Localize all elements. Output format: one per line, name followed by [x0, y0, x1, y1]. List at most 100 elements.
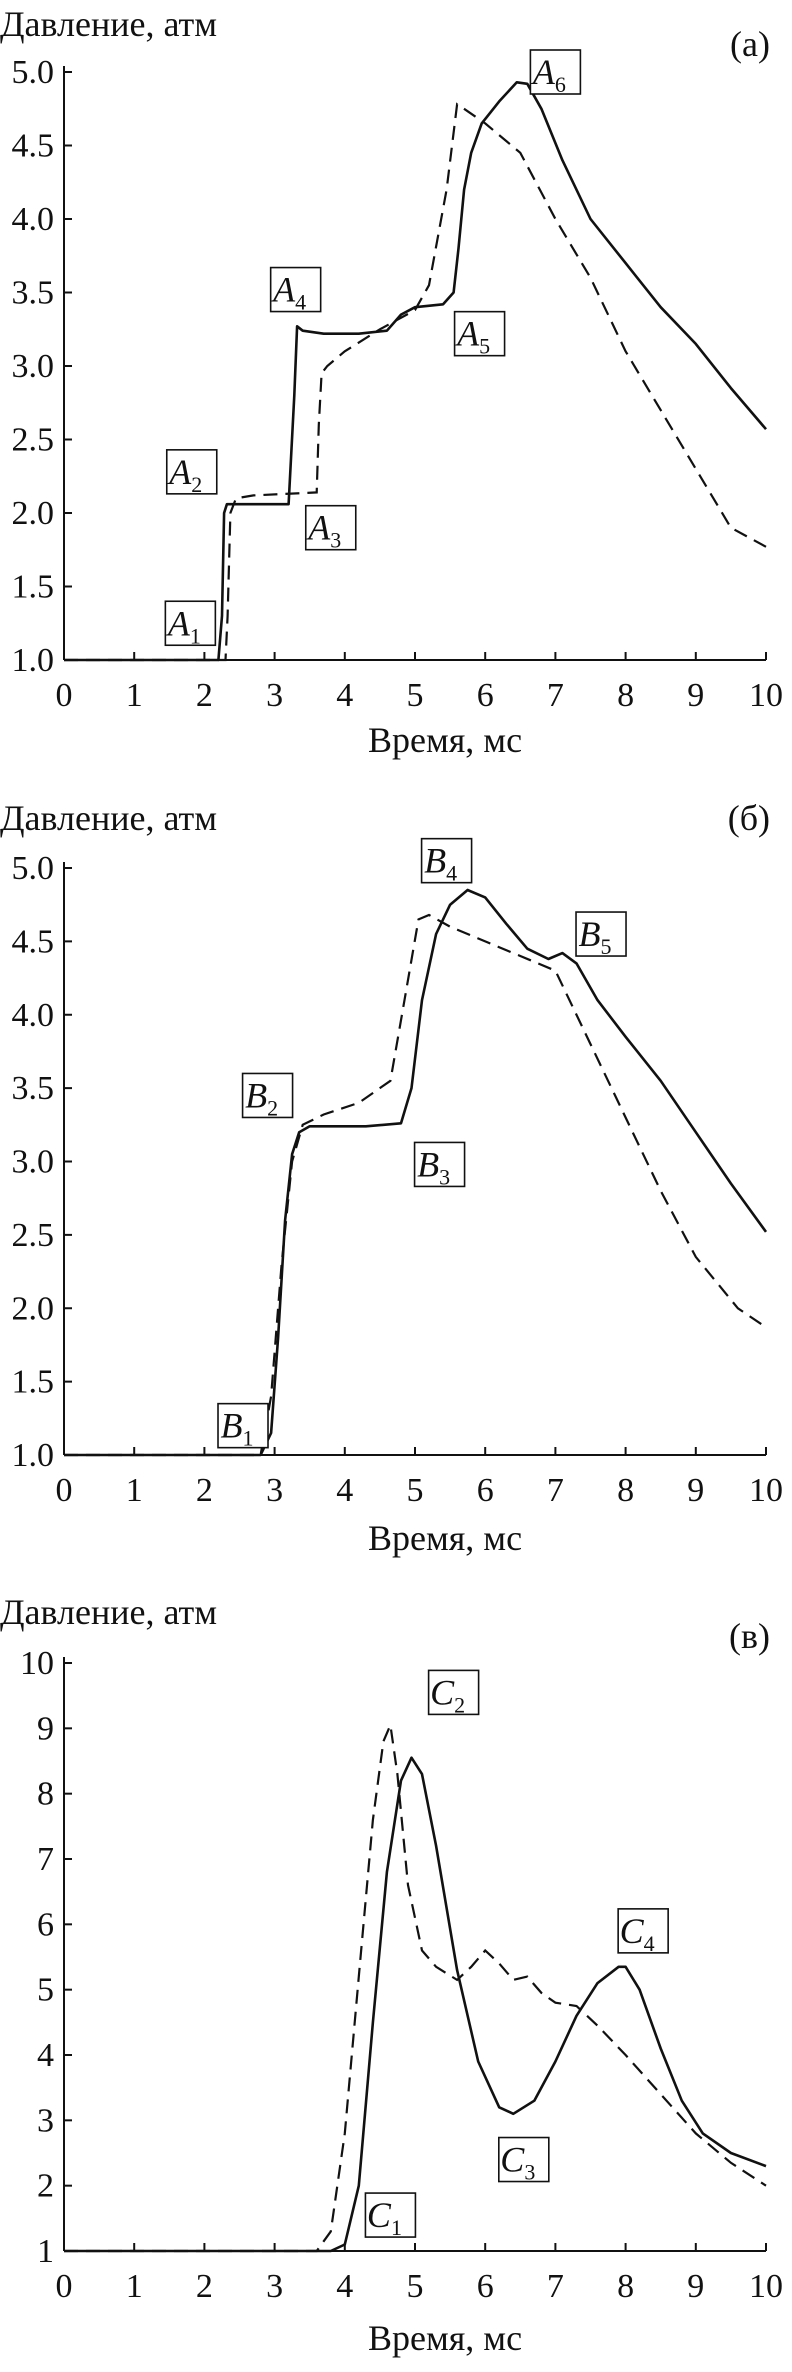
- point-label-box: [498, 2136, 550, 2183]
- point-label-box: [413, 1141, 466, 1188]
- x-tick-label: 8: [617, 1472, 634, 1509]
- chart-panel-2: 1.0 1.5 2.0 2.5 3.0 3.5 4.0 4.5 5.0 0 1 2 3 4 5 6 7 8 9 10 Д…: [0, 798, 783, 1558]
- x-tick-label: 5: [407, 2268, 424, 2305]
- y-tick-label: 7: [37, 1841, 54, 1878]
- point-label-subscript: 2: [191, 472, 202, 497]
- x-tick-label: 9: [687, 2268, 704, 2305]
- y-tick-label: 2: [37, 2168, 54, 2205]
- y-tick-label: 1.5: [12, 569, 55, 606]
- series-line-solid: [64, 1756, 767, 2253]
- point-label-subscript: 2: [454, 1692, 465, 1717]
- x-tick-label: 8: [617, 2268, 634, 2305]
- y-tick-label: 3.5: [12, 275, 55, 312]
- x-tick-label: 3: [266, 2268, 283, 2305]
- point-label-subscript: 4: [644, 1931, 655, 1956]
- x-tick-label: 1: [126, 2268, 143, 2305]
- point-label-C3: C3: [498, 2136, 550, 2185]
- y-tick-label: 8: [37, 1776, 54, 1813]
- y-tick-label: 2.0: [12, 495, 55, 532]
- point-label-box: [304, 504, 357, 551]
- point-label-box: [453, 310, 506, 357]
- point-label-box: [241, 1072, 294, 1119]
- x-tick-label: 0: [56, 2268, 73, 2305]
- point-label-box: [529, 49, 582, 95]
- x-tick-label: 6: [477, 2268, 494, 2305]
- point-label-A4: A4: [269, 266, 322, 315]
- series-line-dashed: [64, 102, 767, 662]
- x-tick-label: 4: [336, 1472, 353, 1509]
- series-line-solid: [64, 81, 767, 662]
- point-label-subscript: 1: [190, 623, 201, 648]
- panel-tag: (а): [730, 24, 770, 64]
- x-tick-label: 0: [56, 677, 73, 714]
- x-tick-label: 10: [749, 677, 783, 714]
- x-tick-label: 6: [477, 677, 494, 714]
- x-tick-label: 5: [407, 1472, 424, 1509]
- x-tick-label: 1: [126, 1472, 143, 1509]
- y-tick-label: 4.5: [12, 923, 55, 960]
- point-label-A6: A6: [529, 49, 582, 97]
- point-label-B5: B5: [575, 911, 627, 959]
- point-label-subscript: 1: [391, 2215, 402, 2240]
- point-label-B4: B4: [420, 837, 473, 886]
- x-axis-title: Время, мс: [368, 2318, 522, 2358]
- y-tick-label: 4: [37, 2037, 54, 2074]
- x-tick-label: 9: [687, 677, 704, 714]
- panel-tag: (в): [729, 1616, 770, 1656]
- point-label-text: C4: [620, 1911, 655, 1956]
- x-tick-label: 4: [336, 2268, 353, 2305]
- x-tick-label: 0: [56, 1472, 73, 1509]
- x-tick-label: 10: [749, 2268, 783, 2305]
- point-label-subscript: 1: [243, 1426, 254, 1451]
- x-tick-label: 1: [126, 677, 143, 714]
- x-tick-label: 7: [547, 1472, 564, 1509]
- y-tick-label: 3.0: [12, 1144, 55, 1181]
- y-tick-label: 2.0: [12, 1290, 55, 1327]
- point-label-box: [364, 2192, 417, 2238]
- y-tick-label: 5: [37, 1972, 54, 2009]
- x-tick-label: 7: [547, 2268, 564, 2305]
- y-axis-title: Давление, атм: [0, 1592, 217, 1632]
- x-tick-label: 2: [196, 2268, 213, 2305]
- x-tick-label: 8: [617, 677, 634, 714]
- x-tick-label: 3: [266, 677, 283, 714]
- point-label-A5: A5: [453, 310, 506, 359]
- y-tick-label: 6: [37, 1906, 54, 1943]
- y-tick-label: 3: [37, 2102, 54, 2139]
- point-label-B2: B2: [241, 1072, 294, 1120]
- y-tick-label: 4.0: [12, 201, 55, 238]
- point-label-C1: C1: [364, 2192, 417, 2240]
- point-label-subscript: 2: [267, 1095, 278, 1120]
- y-tick-label: 3.5: [12, 1070, 55, 1107]
- y-axis-title: Давление, атм: [0, 4, 217, 44]
- x-tick-label: 4: [336, 677, 353, 714]
- point-label-box: [427, 1669, 480, 1716]
- series-line-dashed: [64, 1721, 767, 2253]
- y-tick-label: 5.0: [12, 850, 55, 887]
- y-tick-label: 3.0: [12, 348, 55, 385]
- chart-panel-1: 1.0 1.5 2.0 2.5 3.0 3.5 4.0 4.5 5.0 0 1 2 3 4 5 6 7 8 9 10 Д…: [0, 4, 783, 760]
- y-tick-label: 4.5: [12, 128, 55, 165]
- x-axis-title: Время, мс: [368, 1518, 522, 1558]
- y-tick-label: 5.0: [12, 54, 55, 91]
- point-label-subscript: 4: [446, 861, 457, 886]
- point-label-A1: A1: [164, 600, 217, 648]
- x-tick-label: 2: [196, 677, 213, 714]
- point-label-C2: C2: [427, 1669, 480, 1717]
- y-tick-label: 1: [37, 2233, 54, 2270]
- y-tick-label: 4.0: [12, 997, 55, 1034]
- point-label-subscript: 3: [330, 528, 341, 553]
- point-label-box: [269, 266, 322, 313]
- point-label-box: [575, 911, 627, 957]
- point-label-B1: B1: [217, 1402, 269, 1451]
- point-label-A3: A3: [304, 504, 357, 553]
- point-label-subscript: 6: [555, 72, 566, 97]
- x-tick-label: 7: [547, 677, 564, 714]
- point-label-B3: B3: [413, 1141, 466, 1189]
- point-label-subscript: 5: [601, 934, 612, 959]
- y-tick-label: 2.5: [12, 422, 55, 459]
- y-tick-label: 1.5: [12, 1364, 55, 1401]
- x-tick-label: 10: [749, 1472, 783, 1509]
- x-axis-title: Время, мс: [368, 720, 522, 760]
